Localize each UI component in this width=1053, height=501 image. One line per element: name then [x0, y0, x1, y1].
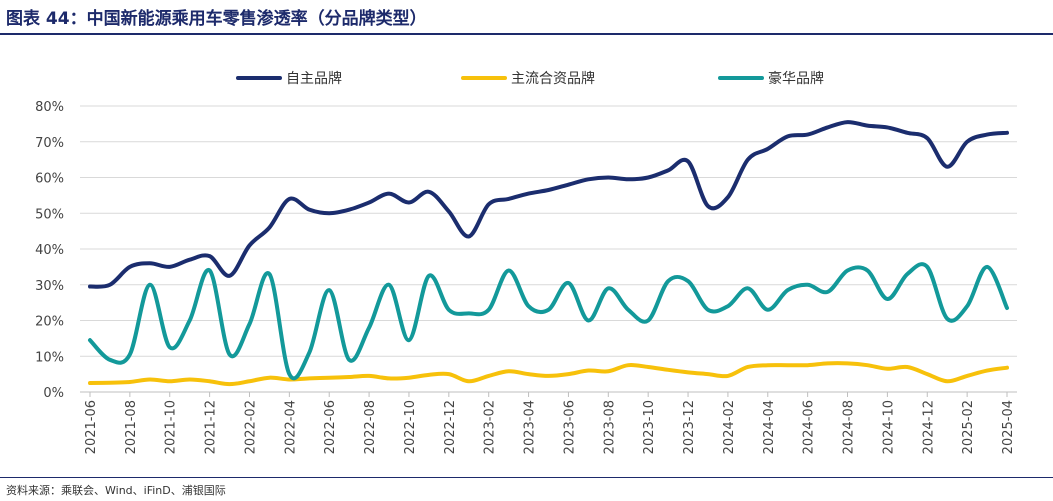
x-tick-label: 2023-12 — [682, 400, 697, 454]
x-tick-label: 2023-04 — [523, 400, 538, 454]
x-tick-label: 2025-02 — [961, 400, 976, 454]
x-tick-label: 2021-10 — [164, 400, 179, 454]
x-tick-label: 2021-12 — [204, 400, 219, 454]
source-note: 资料来源：乘联会、Wind、iFinD、浦银国际 — [6, 484, 226, 497]
x-tick-label: 2022-10 — [403, 400, 418, 454]
x-tick-label: 2024-08 — [842, 400, 857, 454]
line-chart: 0%10%20%30%40%50%60%70%80% 2021-06 2021-0… — [35, 70, 1017, 454]
legend-label: 豪华品牌 — [768, 70, 824, 87]
title-divider — [0, 33, 1053, 35]
x-tick-label: 2023-10 — [642, 400, 657, 454]
series-line-1 — [88, 120, 1009, 289]
x-tick-label: 2024-06 — [802, 400, 817, 454]
x-tick-label: 2024-04 — [762, 400, 777, 454]
y-tick-label: 10% — [35, 350, 64, 365]
x-tick-label: 2022-12 — [443, 400, 458, 454]
series-line-3 — [88, 262, 1009, 381]
gridlines — [80, 105, 1017, 357]
y-axis: 0% 10% 20% 30% 40% 50% 60% 70% 80% — [35, 100, 1017, 401]
x-tick-label: 2025-04 — [1001, 400, 1016, 454]
y-tick-label: 20% — [35, 315, 64, 330]
y-tick-label: 30% — [35, 279, 64, 294]
x-tick-label: 2022-04 — [283, 400, 298, 454]
x-tick-label: 2023-06 — [562, 400, 577, 454]
x-tick-label: 2022-02 — [243, 400, 258, 454]
x-tick-label: 2023-02 — [483, 400, 498, 454]
y-tick-label: 80% — [35, 100, 64, 115]
y-tick-label: 60% — [35, 172, 64, 187]
figure-title: 图表 44：中国新能源乘用车零售渗透率（分品牌类型） — [6, 9, 427, 29]
legend-label: 自主品牌 — [286, 70, 342, 87]
y-tick-label: 50% — [35, 207, 64, 222]
x-tick-label: 2024-12 — [921, 400, 936, 454]
footer-divider — [0, 477, 1053, 478]
x-tick-label: 2021-08 — [124, 400, 139, 454]
legend-label: 主流合资品牌 — [511, 70, 595, 87]
series-layer — [88, 120, 1009, 387]
series-line-2 — [88, 361, 1009, 387]
y-tick-label: 0% — [43, 386, 64, 401]
y-tick-label: 40% — [35, 243, 64, 258]
x-tick-label: 2024-10 — [881, 400, 896, 454]
legend: 自主品牌 主流合资品牌 豪华品牌 — [236, 70, 824, 87]
x-tick-label: 2024-02 — [722, 400, 737, 454]
x-tick-label: 2023-08 — [602, 400, 617, 454]
x-axis: 2021-06 2021-08 2021-10 2021-12 2022-02 2022-… — [84, 392, 1016, 454]
y-tick-label: 70% — [35, 136, 64, 151]
x-tick-label: 2022-06 — [323, 400, 338, 454]
x-tick-label: 2022-08 — [363, 400, 378, 454]
x-tick-label: 2021-06 — [84, 400, 99, 454]
